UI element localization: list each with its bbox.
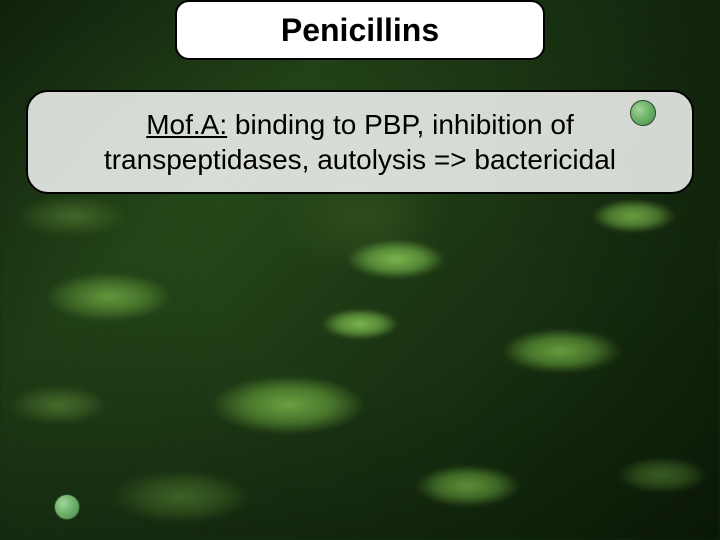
slide: Penicillins Mof.A: binding to PBP, inhib…: [0, 0, 720, 540]
title-text: Penicillins: [281, 12, 439, 49]
title-box: Penicillins: [175, 0, 545, 60]
body-label: Mof.A:: [146, 109, 227, 140]
decorative-dot: [54, 494, 80, 520]
body-text: Mof.A: binding to PBP, inhibition of tra…: [56, 107, 664, 177]
decorative-dot: [630, 100, 656, 126]
background-vignette: [0, 0, 720, 540]
body-box: Mof.A: binding to PBP, inhibition of tra…: [26, 90, 694, 194]
